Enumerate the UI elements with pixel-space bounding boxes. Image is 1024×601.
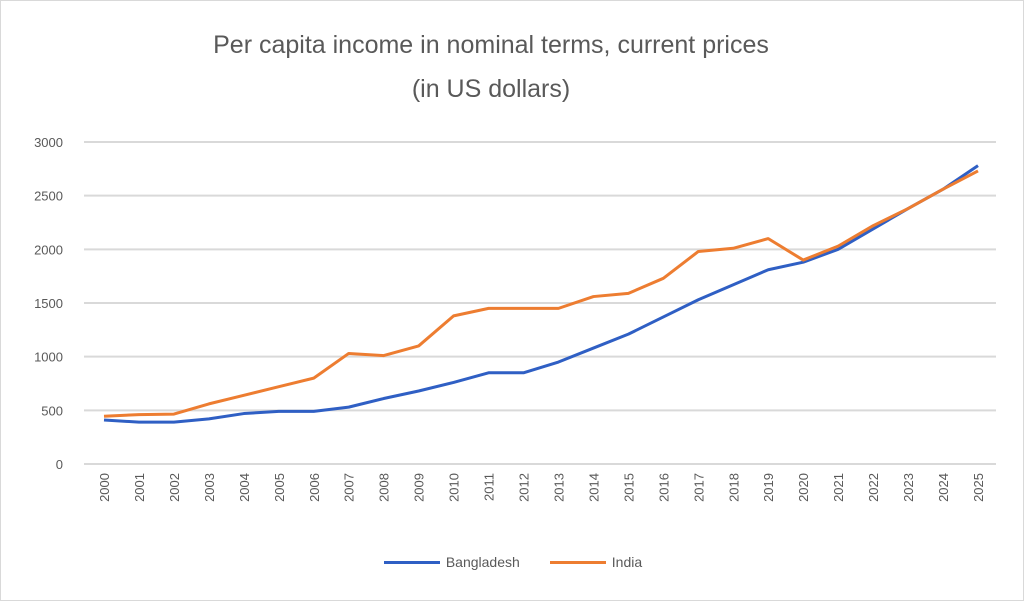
x-tick-label: 2004 <box>237 473 252 502</box>
x-tick-label: 2024 <box>936 473 951 502</box>
x-tick-label: 2001 <box>132 473 147 502</box>
x-tick-label: 2019 <box>761 473 776 502</box>
x-tick-label: 2002 <box>167 473 182 502</box>
x-tick-label: 2003 <box>202 473 217 502</box>
y-tick-label: 0 <box>56 457 63 472</box>
legend-item-bangladesh: Bangladesh <box>383 554 520 570</box>
y-tick-label: 500 <box>41 403 63 418</box>
x-tick-label: 2017 <box>691 473 706 502</box>
x-tick-label: 2023 <box>901 473 916 502</box>
x-tick-label: 2014 <box>586 473 601 502</box>
legend-swatch <box>383 560 440 564</box>
chart-subtitle: (in US dollars) <box>411 75 571 103</box>
x-tick-label: 2022 <box>866 473 881 502</box>
x-tick-label: 2020 <box>796 473 811 502</box>
series-line-india <box>103 169 979 418</box>
x-tick-label: 2016 <box>656 473 671 502</box>
x-tick-label: 2018 <box>726 473 741 502</box>
x-tick-label: 2010 <box>447 473 462 502</box>
x-tick-label: 2008 <box>377 473 392 502</box>
x-tick-label: 2007 <box>342 473 357 502</box>
x-tick-label: 2005 <box>272 473 287 502</box>
legend-swatch <box>549 560 606 564</box>
y-tick-label: 2500 <box>34 189 63 204</box>
x-tick-label: 2006 <box>307 473 322 502</box>
series-line-bangladesh <box>103 164 979 424</box>
x-tick-label: 2021 <box>831 473 846 502</box>
legend-item-india: India <box>549 554 643 570</box>
x-tick-label: 2013 <box>551 473 566 502</box>
x-tick-label: 2015 <box>621 473 636 502</box>
y-tick-label: 1500 <box>34 296 63 311</box>
y-tick-label: 2000 <box>34 242 63 257</box>
x-tick-label: 2012 <box>517 473 532 502</box>
x-tick-label: 2025 <box>971 473 986 502</box>
legend-label: India <box>611 554 643 570</box>
x-tick-label: 2000 <box>97 473 112 502</box>
y-tick-label: 3000 <box>34 135 63 150</box>
x-tick-label: 2011 <box>482 473 497 501</box>
y-tick-label: 1000 <box>34 350 63 365</box>
legend: Bangladesh India <box>1 554 1023 570</box>
x-tick-label: 2009 <box>412 473 427 502</box>
legend-label: Bangladesh <box>445 554 520 570</box>
chart-title: Per capita income in nominal terms, curr… <box>213 31 769 59</box>
